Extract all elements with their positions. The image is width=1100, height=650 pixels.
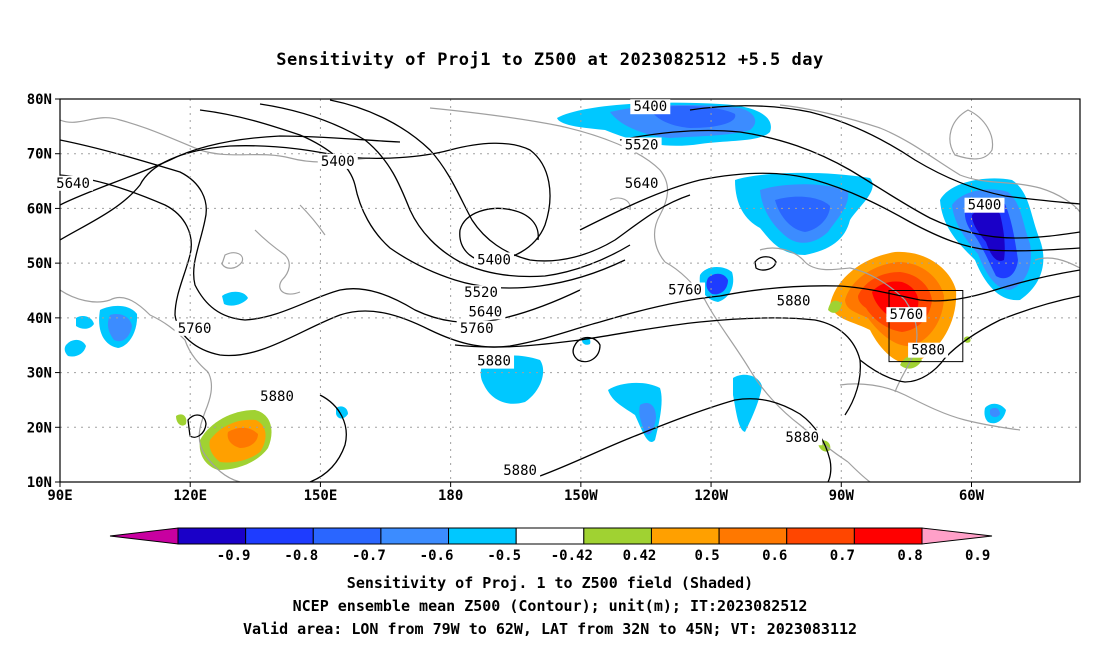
contour-label: 5400 xyxy=(477,252,511,268)
contour-label: 5400 xyxy=(321,154,355,170)
contour-label-bg xyxy=(964,197,1005,213)
colorbar-segment xyxy=(515,527,585,545)
contour-label-bg xyxy=(665,282,706,298)
colorbar-label: -0.9 xyxy=(217,548,251,564)
contour-labels: 5400540054005400552055205640564056405760… xyxy=(53,99,1005,479)
lat-tick-label: 70N xyxy=(27,147,52,163)
colorbar-segment xyxy=(312,527,382,545)
contour-label: 5400 xyxy=(633,99,667,115)
contour-label-bg xyxy=(456,320,497,336)
colorbar-segment xyxy=(583,527,652,545)
contour-label: 5520 xyxy=(464,285,498,301)
colorbar-low-end xyxy=(109,527,179,545)
lon-tick-label: 150W xyxy=(564,488,598,504)
lat-tick-label: 20N xyxy=(27,420,52,436)
contour-label: 5880 xyxy=(260,389,294,405)
lat-tick-label: 30N xyxy=(27,366,52,382)
contour-label: 5880 xyxy=(477,354,511,370)
colorbar-label: -0.8 xyxy=(284,548,318,564)
lon-tick-label: 150E xyxy=(304,488,338,504)
contour-label-bg xyxy=(465,304,506,320)
colorbar: -0.9 -0.8 -0.7 -0.6 -0.5 -0.42 0.42 0.5 0.6 0.7 0.… xyxy=(109,527,993,564)
latitude-axis: 80N 70N 60N 50N 40N 30N 20N 10N xyxy=(27,92,60,491)
contour-label-bg xyxy=(474,252,515,268)
contour-label-bg xyxy=(621,175,662,191)
lat-tick-label: 10N xyxy=(27,475,52,491)
map-title: Sensitivity of Proj1 to Z500 at 20230825… xyxy=(276,50,824,70)
colorbar-label: 0.5 xyxy=(694,548,719,564)
contour-label: 5640 xyxy=(625,176,659,192)
contour-label-bg xyxy=(174,320,215,336)
lat-tick-label: 60N xyxy=(27,201,52,217)
coastlines xyxy=(60,104,1080,482)
longitude-axis: 90E 120E 150E 180 150W 120W 90W 60W xyxy=(47,482,985,504)
contour-label: 5760 xyxy=(178,321,212,337)
caption-line-2: NCEP ensemble mean Z500 (Contour); unit(… xyxy=(292,597,808,615)
colorbar-label: -0.42 xyxy=(551,548,593,564)
contour-label: 5880 xyxy=(777,293,811,309)
lon-tick-label: 120W xyxy=(694,488,728,504)
contour-label: 5880 xyxy=(911,343,945,359)
contour-label: 5640 xyxy=(56,176,90,192)
lon-tick-label: 90W xyxy=(829,488,855,504)
contour-label-bg xyxy=(630,99,671,115)
contour-label-bg xyxy=(461,285,502,301)
contour-label: 5640 xyxy=(469,304,503,320)
contour-label-bg xyxy=(773,293,814,309)
colorbar-segment xyxy=(177,527,247,545)
colorbar-label: -0.6 xyxy=(420,548,454,564)
lon-tick-label: 90E xyxy=(47,488,72,504)
contour-label: 5880 xyxy=(503,463,537,479)
colorbar-segment xyxy=(448,527,517,545)
colorbar-label: 0.42 xyxy=(623,548,657,564)
contour-label-bg xyxy=(257,389,298,405)
contour-label: 5760 xyxy=(668,283,702,299)
contour-label: 5760 xyxy=(890,307,924,323)
lat-tick-label: 80N xyxy=(27,92,52,108)
colorbar-high-end xyxy=(921,527,993,545)
colorbar-label: -0.7 xyxy=(352,548,386,564)
shaded-sensitivity-fields xyxy=(64,102,1044,470)
contour-label: 5520 xyxy=(625,138,659,154)
contour-label: 5760 xyxy=(460,321,494,337)
contour-label-bg xyxy=(782,430,823,446)
colorbar-segment xyxy=(380,527,450,545)
colorbar-segment xyxy=(650,527,720,545)
valid-area-box xyxy=(888,290,964,363)
contour-label: 5400 xyxy=(968,198,1002,214)
colorbar-segment xyxy=(786,527,855,545)
lat-tick-label: 50N xyxy=(27,256,52,272)
map-frame xyxy=(59,98,1081,483)
gridlines xyxy=(60,99,1080,482)
lon-tick-label: 180 xyxy=(438,488,463,504)
contour-label-bg xyxy=(53,175,94,191)
colorbar-label: 0.6 xyxy=(762,548,787,564)
contour-label: 5880 xyxy=(785,430,819,446)
colorbar-label: 0.9 xyxy=(965,548,990,564)
colorbar-segment xyxy=(853,527,923,545)
contour-label-bg xyxy=(908,342,949,358)
contour-label-bg xyxy=(317,153,358,169)
caption-line-3: Valid area: LON from 79W to 62W, LAT fro… xyxy=(242,620,858,638)
contour-label-bg xyxy=(500,463,541,479)
colorbar-segment xyxy=(245,527,314,545)
lon-tick-label: 60W xyxy=(959,488,985,504)
colorbar-label: 0.7 xyxy=(830,548,855,564)
contour-label-bg xyxy=(621,137,662,153)
colorbar-label: 0.8 xyxy=(897,548,922,564)
contour-label-bg xyxy=(474,353,515,369)
lat-tick-label: 40N xyxy=(27,311,52,327)
caption-line-1: Sensitivity of Proj. 1 to Z500 field (Sh… xyxy=(346,574,754,592)
colorbar-label: -0.5 xyxy=(487,548,521,564)
lon-tick-label: 120E xyxy=(173,488,207,504)
colorbar-segment xyxy=(718,527,788,545)
contour-label-bg xyxy=(886,307,927,323)
